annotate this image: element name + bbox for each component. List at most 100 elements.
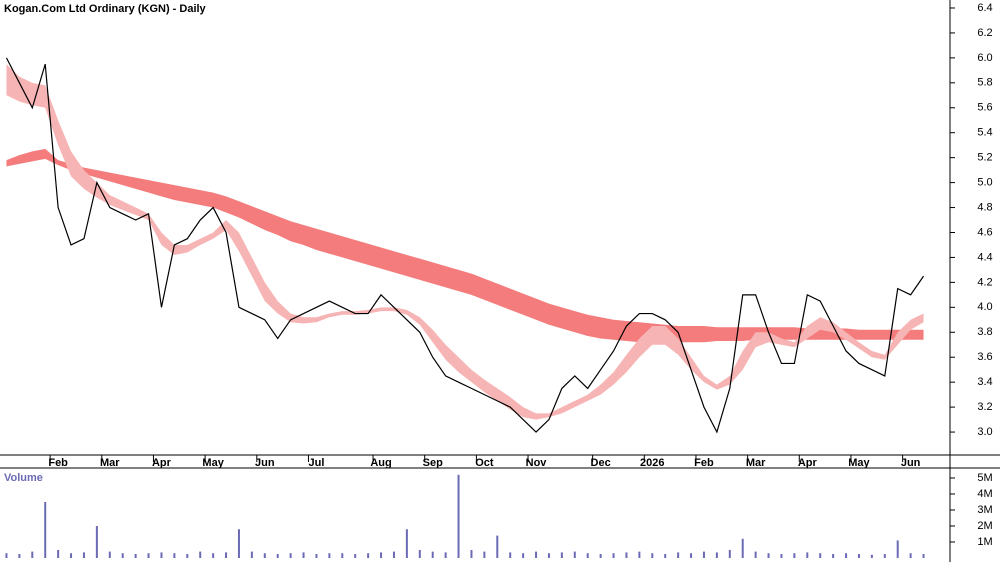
volume-bar: [237, 529, 240, 558]
volume-bar: [431, 551, 434, 558]
volume-bar: [18, 554, 21, 558]
volume-bar: [509, 552, 512, 558]
volume-bar: [547, 553, 550, 558]
volume-bar: [909, 553, 912, 558]
volume-bar: [806, 552, 809, 558]
volume-bar: [418, 550, 421, 558]
x-tick-label: May: [202, 457, 224, 469]
x-tick-label: 2026: [640, 457, 664, 469]
volume-bar: [289, 553, 292, 558]
volume-bar: [470, 550, 473, 558]
chart-title: Kogan.Com Ltd Ordinary (KGN) - Daily: [4, 3, 207, 15]
y-tick-label: 5.8: [977, 77, 992, 89]
x-tick-label: Feb: [694, 457, 714, 469]
volume-bar: [819, 553, 822, 558]
volume-bar: [173, 553, 176, 558]
y-tick-label: 6.4: [977, 2, 992, 14]
y-tick-label: 3.0: [977, 426, 992, 438]
y-tick-label: 5.4: [977, 127, 992, 139]
volume-bar: [483, 551, 486, 558]
y-tick-label: 5M: [977, 472, 992, 484]
volume-bar: [857, 554, 860, 558]
volume-bar: [392, 551, 395, 558]
x-tick-label: Mar: [100, 457, 120, 469]
volume-bar: [276, 554, 279, 558]
volume-bar: [444, 552, 447, 558]
volume-bar: [70, 553, 73, 558]
volume-bar: [651, 553, 654, 558]
volume-bar: [250, 551, 253, 558]
y-tick-label: 4.2: [977, 276, 992, 288]
volume-bar: [186, 554, 189, 558]
y-tick-label: 4M: [977, 488, 992, 500]
volume-bar: [573, 551, 576, 558]
y-tick-label: 6.0: [977, 52, 992, 64]
y-tick-label: 3.2: [977, 401, 992, 413]
volume-bar: [82, 552, 85, 558]
y-tick-label: 3M: [977, 504, 992, 516]
volume-bar: [767, 553, 770, 558]
volume-bar: [263, 553, 266, 558]
volume-bar: [883, 554, 886, 558]
x-tick-label: May: [848, 457, 870, 469]
volume-bar: [728, 550, 731, 558]
x-tick-label: Apr: [152, 457, 172, 469]
x-tick-label: Dec: [591, 457, 611, 469]
volume-bar: [638, 551, 641, 558]
y-tick-label: 4.6: [977, 226, 992, 238]
volume-bar: [922, 554, 925, 558]
volume-bar: [225, 552, 228, 558]
volume-bar: [199, 551, 202, 558]
volume-bar: [496, 535, 499, 558]
volume-bar: [793, 553, 796, 558]
y-tick-label: 6.2: [977, 27, 992, 39]
volume-bar: [896, 540, 899, 558]
x-tick-label: Aug: [370, 457, 391, 469]
volume-bar: [612, 553, 615, 558]
x-tick-label: Feb: [48, 457, 68, 469]
x-tick-label: Jun: [255, 457, 275, 469]
y-tick-label: 3.6: [977, 351, 992, 363]
volume-bar: [560, 552, 563, 558]
volume-bar: [586, 553, 589, 558]
volume-bar: [354, 554, 357, 558]
volume-bar: [522, 553, 525, 558]
y-tick-label: 2M: [977, 520, 992, 532]
volume-title: Volume: [4, 472, 43, 484]
y-tick-label: 5.2: [977, 152, 992, 164]
volume-bar: [457, 474, 460, 558]
x-tick-label: Sep: [423, 457, 443, 469]
volume-bar: [160, 552, 163, 558]
y-tick-label: 5.6: [977, 102, 992, 114]
price-line: [5, 57, 925, 434]
y-tick-label: 4.4: [977, 251, 992, 263]
volume-bar: [741, 538, 744, 558]
volume-bar: [147, 553, 150, 558]
volume-bar: [302, 552, 305, 558]
y-tick-label: 4.0: [977, 301, 992, 313]
volume-bar: [367, 553, 370, 558]
y-tick-label: 4.8: [977, 201, 992, 213]
volume-bar: [832, 554, 835, 558]
volume-bar: [677, 552, 680, 558]
volume-bar: [870, 554, 873, 558]
volume-bar: [212, 553, 215, 558]
volume-bar: [44, 502, 47, 558]
volume-bar: [702, 551, 705, 558]
volume-bar: [341, 553, 344, 558]
volume-bar: [134, 554, 137, 558]
volume-bar: [664, 554, 667, 558]
volume-bar: [405, 529, 408, 558]
volume-bar: [780, 554, 783, 558]
volume-bar: [690, 553, 693, 558]
volume-bar: [95, 526, 98, 558]
volume-bar: [754, 551, 757, 558]
volume-bar: [5, 553, 8, 558]
volume-bar: [380, 552, 383, 558]
x-tick-label: Jul: [309, 457, 325, 469]
y-tick-label: 1M: [977, 536, 992, 548]
volume-bar: [599, 554, 602, 558]
y-tick-label: 3.4: [977, 376, 992, 388]
